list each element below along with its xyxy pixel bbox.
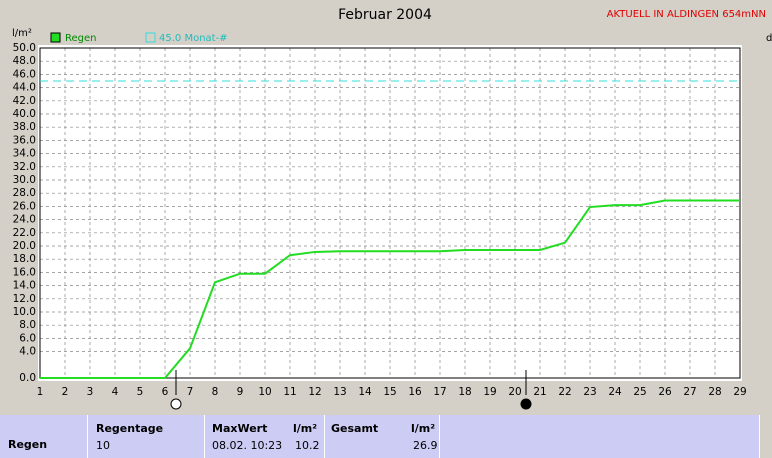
x-tick-label: 21: [533, 386, 546, 398]
x-tick-label: 22: [558, 386, 571, 398]
value: 26.9: [413, 439, 438, 452]
legend-swatch: [145, 32, 156, 43]
y-tick-label: 12.0: [13, 293, 36, 305]
x-tick-label: 12: [308, 386, 321, 398]
data-line: [40, 199, 740, 379]
x-tick-label: 29: [733, 386, 746, 398]
y-tick-label: 48.0: [13, 55, 36, 67]
unit: l/m²: [293, 422, 318, 435]
x-tick-label: 9: [237, 386, 244, 398]
y-tick-label: 24.0: [13, 214, 36, 226]
x-tick-label: 4: [112, 386, 119, 398]
x-tick-label: 10: [258, 386, 271, 398]
header: Regentage: [96, 422, 164, 435]
moon-icon: [520, 398, 532, 410]
y-tick-label: 38.0: [13, 121, 36, 133]
x-tick-label: 6: [162, 386, 169, 398]
x-tick-label: 2: [62, 386, 69, 398]
x-tick-label: 18: [458, 386, 471, 398]
chart-title: Februar 2004: [338, 7, 432, 23]
banner: AKTUELL IN ALDINGEN 654mNN: [607, 9, 766, 20]
legend-swatch: [50, 32, 61, 43]
edge-text: d: [766, 33, 772, 44]
x-tick-label: 23: [583, 386, 596, 398]
summary-cell: [440, 415, 760, 458]
y-tick-label: 18.0: [13, 253, 36, 265]
x-tick-label: 28: [708, 386, 721, 398]
y-tick-label: 36.0: [13, 134, 36, 146]
x-tick-label: 15: [383, 386, 396, 398]
plot-border: [39, 47, 741, 379]
y-tick-label: 30.0: [13, 174, 36, 186]
moon-icon: [170, 398, 182, 410]
summary-cell: Gesamt l/m² 26.9: [325, 415, 440, 458]
y-axis-label: l/m²: [12, 28, 32, 39]
x-tick-label: 8: [212, 386, 219, 398]
y-tick-label: 50.0: [13, 42, 36, 54]
x-tick-label: 26: [658, 386, 672, 398]
y-tick-label: 22.0: [13, 227, 36, 239]
y-tick-label: 28.0: [13, 187, 36, 199]
y-tick-label: 34.0: [13, 148, 36, 160]
y-tick-label: 46.0: [13, 68, 36, 80]
x-tick-label: 1: [37, 386, 44, 398]
chart: Februar 2004 AKTUELL IN ALDINGEN 654mNN …: [12, 7, 772, 410]
x-tick-label: 25: [633, 386, 646, 398]
y-tick-label: 44.0: [13, 82, 36, 94]
x-tick-label: 24: [608, 386, 622, 398]
x-tick-label: 11: [283, 386, 296, 398]
y-tick-label: 16.0: [13, 266, 36, 278]
x-tick-label: 17: [433, 386, 446, 398]
y-tick-label: 20.0: [13, 240, 36, 252]
y-tick-label: 14.0: [13, 280, 36, 292]
x-tick-label: 3: [87, 386, 94, 398]
y-tick-label: 8.0: [19, 319, 36, 331]
x-tick-label: 13: [333, 386, 346, 398]
y-tick-label: 32.0: [13, 161, 36, 173]
y-tick-label: 4.0: [19, 346, 36, 358]
header: Gesamt: [331, 422, 379, 435]
summary-cell: Regentage 10: [88, 415, 205, 458]
legend-label: Regen: [65, 33, 97, 44]
x-tick-label: 7: [187, 386, 194, 398]
y-tick-label: 40.0: [13, 108, 36, 120]
unit: l/m²: [411, 422, 436, 435]
value: 10.2: [295, 439, 320, 452]
time: 08.02. 10:23: [212, 439, 283, 452]
x-tick-label: 20: [508, 386, 521, 398]
y-tick-label: 0.0: [19, 372, 36, 384]
row-label: Regen: [8, 438, 48, 451]
y-tick-label: 10.0: [13, 306, 36, 318]
value: 10: [96, 439, 110, 452]
x-tick-label: 19: [483, 386, 496, 398]
y-tick-label: 42.0: [13, 95, 36, 107]
x-tick-label: 16: [408, 386, 422, 398]
summary-cell: MaxWert l/m² 08.02. 10:23 10.2: [205, 415, 325, 458]
header: MaxWert: [212, 422, 268, 435]
y-tick-label: 26.0: [13, 200, 36, 212]
x-tick-label: 5: [137, 386, 144, 398]
x-tick-label: 14: [358, 386, 372, 398]
y-tick-label: 6.0: [19, 332, 36, 344]
x-tick-label: 27: [683, 386, 696, 398]
summary-cell: Regen: [0, 415, 88, 458]
legend-label: 45.0 Monat-#: [159, 33, 228, 44]
